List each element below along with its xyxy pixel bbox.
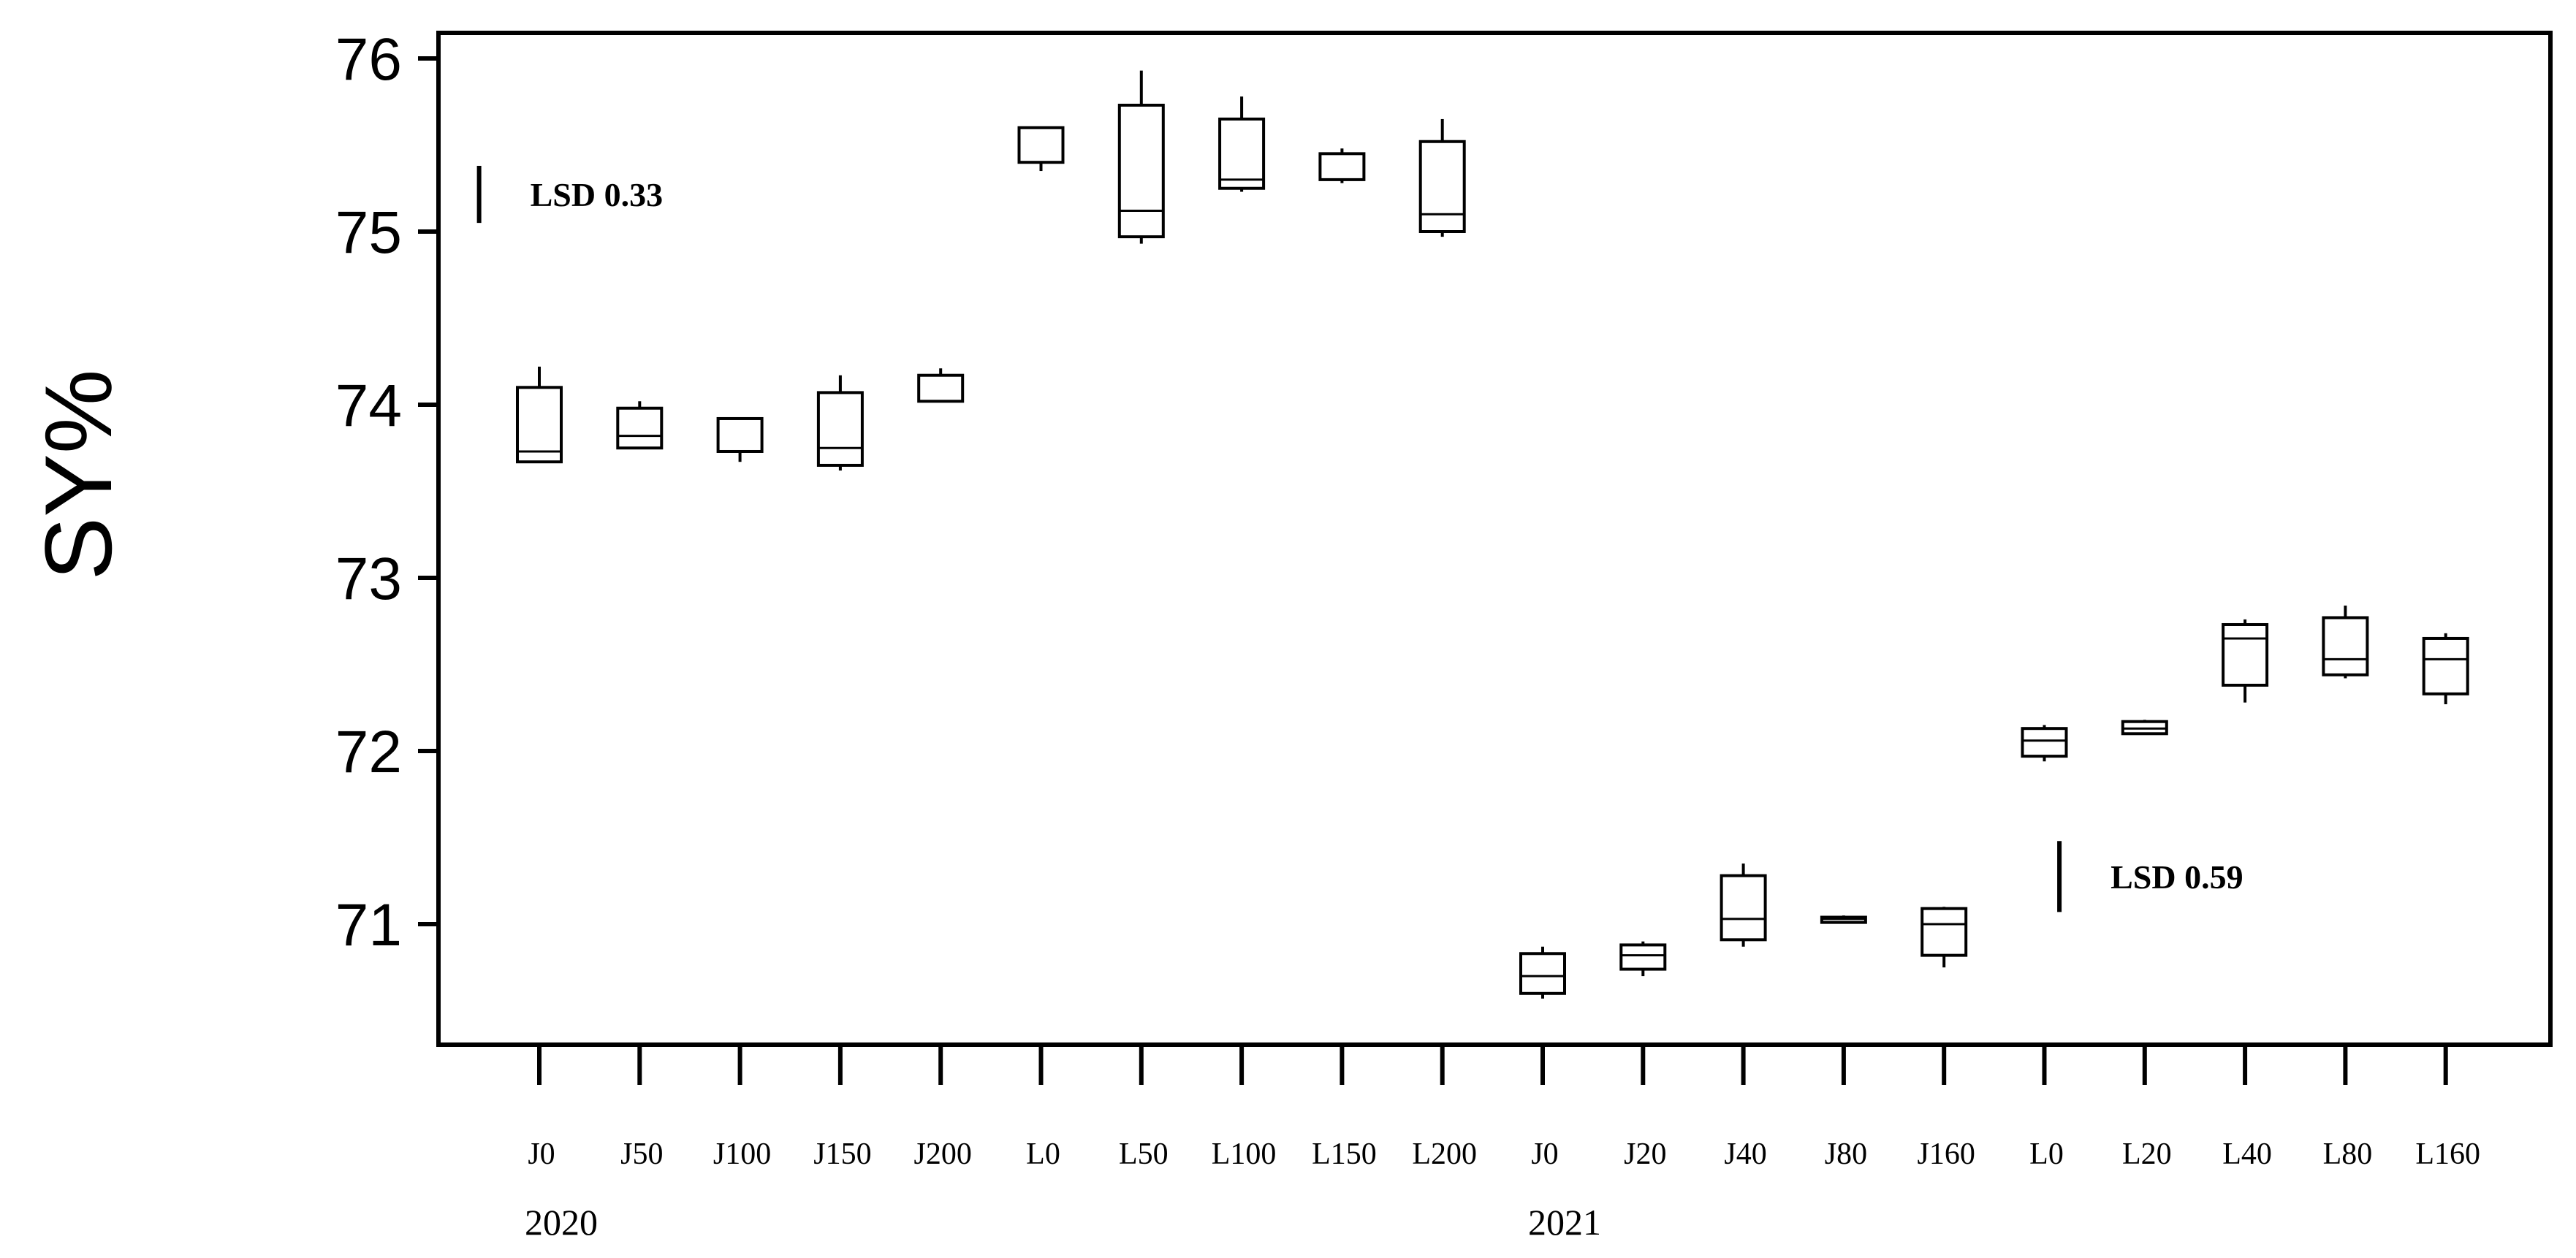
x-tick-label: J0 (1531, 1137, 1558, 1171)
x-tick-label: L0 (1026, 1137, 1060, 1171)
box-l160-2021 (2422, 633, 2469, 705)
box-j160-2021 (1920, 907, 1968, 968)
y-tick-label: 72 (335, 719, 402, 785)
box-j100-2020 (716, 416, 764, 462)
year-label-2021: 2021 (1528, 1202, 1601, 1243)
y-tick-label: 74 (335, 373, 402, 439)
x-tick-label: J160 (1918, 1137, 1975, 1171)
box-j150-2020 (816, 375, 864, 471)
box-j200-2020 (917, 368, 965, 403)
x-tick-label: J20 (1624, 1137, 1666, 1171)
x-tick-label: L160 (2415, 1137, 2480, 1171)
box-l20-2021 (2121, 720, 2168, 736)
y-tick-label: 75 (335, 199, 402, 266)
box-iqr (1720, 874, 1767, 942)
box-l80-2021 (2322, 605, 2369, 679)
x-tick-label: L200 (1412, 1137, 1477, 1171)
lsd-label: LSD 0.59 (2110, 858, 2243, 896)
annotations: LSD 0.33 LSD 0.59 (476, 165, 2243, 912)
box-l50-2020 (1117, 70, 1165, 244)
box-iqr (2021, 727, 2068, 758)
box-iqr (616, 406, 664, 450)
box-iqr (2322, 616, 2369, 676)
box-series (516, 70, 2469, 999)
x-tick-label: L150 (1312, 1137, 1377, 1171)
lsd-annotation: LSD 0.33 (476, 165, 663, 224)
box-iqr (917, 373, 965, 403)
x-tick-label: L100 (1212, 1137, 1277, 1171)
box-j80-2021 (1820, 915, 1867, 924)
box-iqr (2422, 636, 2469, 695)
x-axis: J0 J50 J100 J150 J200 L0 L50 L100 L150 L200 J0 J20 J… (525, 1045, 2480, 1243)
y-axis: 71 72 73 74 75 76 (335, 26, 438, 958)
box-j20-2021 (1619, 941, 1667, 977)
box-iqr (1519, 952, 1566, 995)
box-l200-2020 (1418, 118, 1466, 237)
x-tick-label: J150 (813, 1137, 871, 1171)
box-iqr (1117, 103, 1165, 239)
lsd-annotation: LSD 0.59 (2057, 841, 2243, 912)
box-l0-2021 (2021, 725, 2068, 762)
lsd-label: LSD 0.33 (531, 176, 663, 213)
plot-frame (436, 31, 2553, 1047)
box-iqr (716, 416, 764, 453)
box-l150-2020 (1318, 148, 1366, 183)
box-iqr (516, 386, 563, 464)
box-iqr (816, 391, 864, 467)
x-tick-label: L20 (2122, 1137, 2172, 1171)
year-label-2020: 2020 (525, 1202, 598, 1243)
x-tick-label: J50 (620, 1137, 663, 1171)
y-tick-label: 76 (335, 26, 402, 93)
x-tick-label: J40 (1724, 1137, 1766, 1171)
x-tick-label: J80 (1825, 1137, 1867, 1171)
box-iqr (1418, 140, 1466, 233)
y-tick-label: 73 (335, 546, 402, 612)
box-j50-2020 (616, 401, 664, 450)
x-tick-label: J0 (528, 1137, 555, 1171)
x-tick-label: J200 (914, 1137, 972, 1171)
box-j0-2021 (1519, 946, 1566, 999)
x-tick-label: J100 (713, 1137, 771, 1171)
box-j0-2020 (516, 366, 563, 464)
x-tick-label: L80 (2323, 1137, 2373, 1171)
box-iqr (1619, 943, 1667, 971)
y-axis-label: SY% (25, 369, 132, 580)
box-iqr (1318, 152, 1366, 181)
box-l0-2020 (1017, 126, 1065, 172)
box-iqr (2222, 622, 2269, 687)
box-iqr (1920, 907, 1968, 957)
box-l40-2021 (2222, 619, 2269, 703)
y-tick-label: 71 (335, 892, 402, 958)
box-l100-2020 (1218, 96, 1266, 192)
box-iqr (1218, 117, 1266, 190)
x-tick-label: L40 (2222, 1137, 2272, 1171)
x-tick-label: L0 (2029, 1137, 2064, 1171)
box-iqr (1017, 126, 1065, 164)
box-j40-2021 (1720, 864, 1767, 947)
x-tick-label: L50 (1119, 1137, 1169, 1171)
